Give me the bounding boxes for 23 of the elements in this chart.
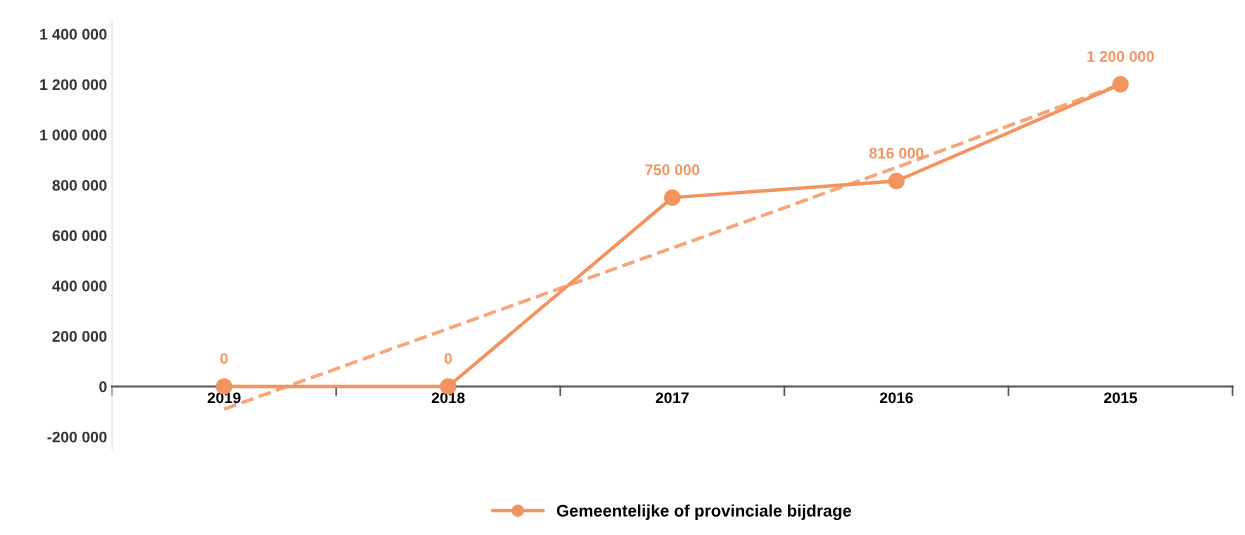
point [888, 172, 905, 190]
data-label: 816 000 [869, 147, 924, 159]
y-tick-label: 0 [99, 381, 107, 393]
y-tick-label: 600 000 [52, 230, 107, 242]
data-label: 750 000 [645, 164, 700, 176]
x-tick-label: 2016 [879, 392, 913, 404]
y-tick-label: 1 200 000 [40, 79, 107, 91]
legend-label: Gemeentelijke of provinciale bijdrage [556, 504, 852, 520]
x-tick-label: 2017 [655, 392, 689, 404]
y-tick-label: 1 400 000 [40, 28, 107, 40]
y-tick-label: 1 000 000 [40, 129, 107, 141]
y-tick-label: -200 000 [47, 431, 107, 443]
y-tick-label: 400 000 [52, 280, 107, 292]
data-label: 0 [220, 353, 228, 364]
point [663, 189, 681, 206]
x-tick-label: 2015 [1104, 392, 1138, 404]
x-tick-label: 2018 [431, 392, 465, 404]
data-label: 1 200 000 [1087, 51, 1154, 62]
data-label: 0 [444, 353, 452, 364]
y-tick-label: 200 000 [52, 330, 107, 342]
point [1112, 76, 1129, 93]
x-tick-label: 2019 [207, 392, 241, 404]
y-tick-label: 800 000 [52, 179, 107, 191]
